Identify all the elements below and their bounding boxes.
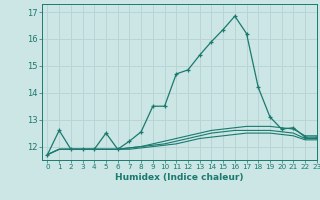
X-axis label: Humidex (Indice chaleur): Humidex (Indice chaleur) (115, 173, 244, 182)
